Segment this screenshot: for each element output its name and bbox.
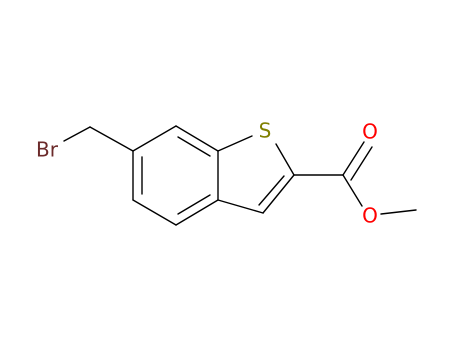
atom-label: S bbox=[259, 119, 272, 143]
bond bbox=[175, 199, 219, 226]
atom-label: O bbox=[362, 204, 378, 228]
bond bbox=[342, 141, 365, 176]
bond bbox=[63, 126, 91, 142]
bond bbox=[342, 174, 363, 207]
bond bbox=[258, 175, 285, 206]
bonds bbox=[63, 125, 417, 226]
bond bbox=[217, 199, 264, 214]
atom-label: Br bbox=[36, 138, 59, 162]
bond bbox=[175, 125, 219, 152]
bond bbox=[275, 143, 295, 176]
bond bbox=[262, 174, 295, 214]
bond bbox=[132, 125, 177, 152]
bond bbox=[177, 194, 211, 215]
atom-labels: Br S O O bbox=[36, 119, 378, 228]
bond bbox=[177, 136, 211, 157]
bond bbox=[350, 146, 373, 181]
bond bbox=[380, 209, 417, 215]
bond bbox=[132, 199, 177, 226]
bond bbox=[217, 135, 253, 152]
bond bbox=[89, 126, 134, 152]
atom-label: O bbox=[362, 120, 378, 144]
